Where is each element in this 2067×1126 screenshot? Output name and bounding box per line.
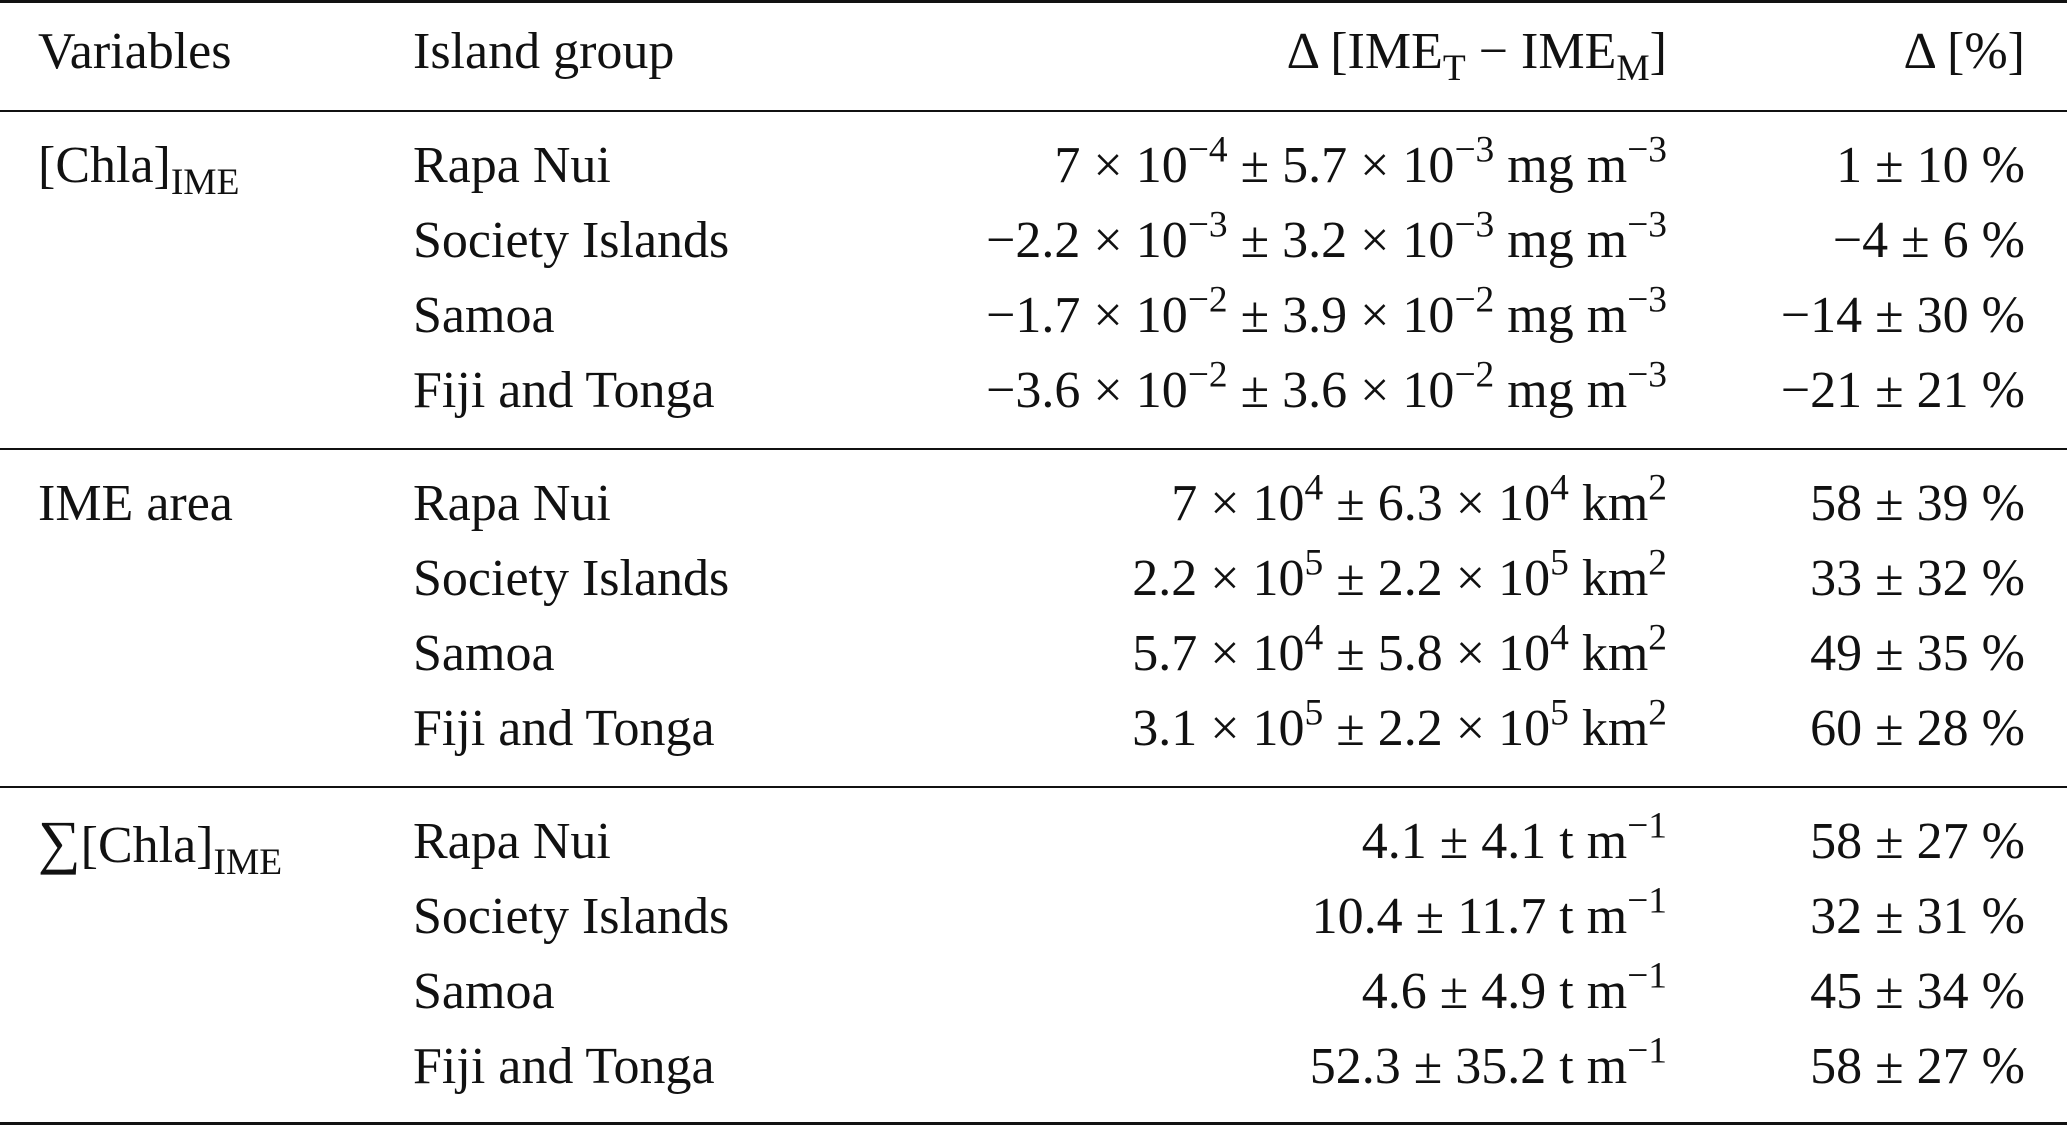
island-label: Samoa xyxy=(413,287,555,344)
delta-percent: 58 ± 27 % xyxy=(1810,813,2025,870)
island-label: Society Islands xyxy=(413,550,730,607)
delta-value: 7 × 104 ± 6.3 × 104 km2 xyxy=(1171,467,1667,532)
island-label: Rapa Nui xyxy=(413,813,611,870)
group-rule xyxy=(0,786,2067,788)
island-label: Rapa Nui xyxy=(413,137,611,194)
island-label: Fiji and Tonga xyxy=(413,362,715,419)
delta-percent: −21 ± 21 % xyxy=(1780,362,2025,419)
bottom-rule xyxy=(0,1122,2067,1125)
delta-value: 52.3 ± 35.2 t m−1 xyxy=(1309,1030,1667,1095)
group-rule xyxy=(0,448,2067,450)
delta-percent: −4 ± 6 % xyxy=(1832,212,2025,269)
header-variables: Variables xyxy=(38,23,232,80)
delta-percent: 60 ± 28 % xyxy=(1810,700,2025,757)
island-label: Samoa xyxy=(413,963,555,1020)
delta-percent: 49 ± 35 % xyxy=(1810,625,2025,682)
delta-value: −3.6 × 10−2 ± 3.6 × 10−2 mg m−3 xyxy=(986,354,1667,419)
delta-value: −1.7 × 10−2 ± 3.9 × 10−2 mg m−3 xyxy=(986,279,1667,344)
header-delta: Δ [IMET − IMEM] xyxy=(1286,23,1667,89)
delta-value: 3.1 × 105 ± 2.2 × 105 km2 xyxy=(1132,692,1667,757)
delta-value: 7 × 10−4 ± 5.7 × 10−3 mg m−3 xyxy=(1054,129,1667,194)
island-label: Society Islands xyxy=(413,212,730,269)
variable-chla-ime: [Chla]IME xyxy=(38,137,240,203)
delta-percent: 45 ± 34 % xyxy=(1810,963,2025,1020)
variable-ime-area: IME area xyxy=(38,475,233,532)
delta-value: 2.2 × 105 ± 2.2 × 105 km2 xyxy=(1132,542,1667,607)
delta-value: 10.4 ± 11.7 t m−1 xyxy=(1311,880,1667,945)
variable-sum-chla-ime: ∑[Chla]IME xyxy=(38,809,283,883)
top-rule xyxy=(0,0,2067,3)
header-rule xyxy=(0,110,2067,112)
delta-value: 4.6 ± 4.9 t m−1 xyxy=(1361,955,1667,1020)
delta-percent: 33 ± 32 % xyxy=(1810,550,2025,607)
delta-value: −2.2 × 10−3 ± 3.2 × 10−3 mg m−3 xyxy=(986,204,1667,269)
delta-value: 5.7 × 104 ± 5.8 × 104 km2 xyxy=(1132,617,1667,682)
delta-percent: −14 ± 30 % xyxy=(1780,287,2025,344)
delta-percent: 58 ± 27 % xyxy=(1810,1038,2025,1095)
delta-value: 4.1 ± 4.1 t m−1 xyxy=(1361,805,1667,870)
header-delta-percent: Δ [%] xyxy=(1903,23,2025,80)
island-label: Fiji and Tonga xyxy=(413,700,715,757)
delta-percent: 32 ± 31 % xyxy=(1810,888,2025,945)
island-label: Fiji and Tonga xyxy=(413,1038,715,1095)
delta-percent: 58 ± 39 % xyxy=(1810,475,2025,532)
header-island-group: Island group xyxy=(413,23,675,80)
island-label: Rapa Nui xyxy=(413,475,611,532)
island-label: Society Islands xyxy=(413,888,730,945)
delta-percent: 1 ± 10 % xyxy=(1836,137,2025,194)
island-label: Samoa xyxy=(413,625,555,682)
